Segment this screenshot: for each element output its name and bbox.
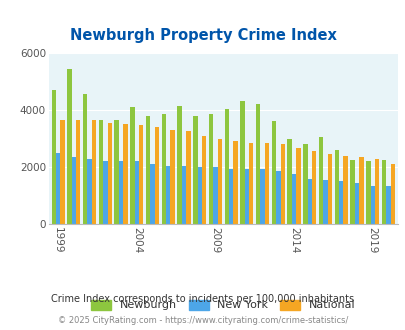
Bar <box>260 169 264 224</box>
Bar <box>145 116 150 224</box>
Bar <box>114 120 119 224</box>
Bar <box>103 161 107 224</box>
Bar <box>197 167 201 224</box>
Bar <box>119 161 123 224</box>
Bar <box>307 179 311 224</box>
Bar <box>381 160 385 224</box>
Bar <box>350 160 354 224</box>
Bar <box>224 109 228 224</box>
Text: Newburgh Property Crime Index: Newburgh Property Crime Index <box>69 28 336 43</box>
Bar <box>193 116 197 224</box>
Bar <box>150 164 154 224</box>
Bar <box>177 106 181 224</box>
Bar <box>343 156 347 224</box>
Bar <box>139 125 143 224</box>
Bar <box>51 90 56 224</box>
Bar <box>390 164 394 224</box>
Bar <box>67 69 72 224</box>
Bar <box>213 167 217 224</box>
Bar <box>296 148 300 224</box>
Bar <box>240 101 244 224</box>
Bar <box>76 120 80 224</box>
Bar <box>280 144 284 224</box>
Bar <box>256 104 260 224</box>
Bar <box>186 131 190 224</box>
Bar <box>291 174 296 224</box>
Bar <box>154 127 159 224</box>
Bar <box>338 182 343 224</box>
Bar <box>327 154 331 224</box>
Bar <box>264 143 269 224</box>
Bar <box>271 121 275 224</box>
Bar <box>228 169 233 224</box>
Bar <box>374 159 378 224</box>
Bar <box>287 139 291 224</box>
Text: Crime Index corresponds to incidents per 100,000 inhabitants: Crime Index corresponds to incidents per… <box>51 294 354 304</box>
Bar <box>233 142 237 224</box>
Bar <box>92 120 96 224</box>
Legend: Newburgh, New York, National: Newburgh, New York, National <box>87 295 359 315</box>
Bar <box>107 123 112 224</box>
Bar <box>249 143 253 224</box>
Bar <box>322 180 327 224</box>
Bar <box>303 144 307 224</box>
Bar <box>244 169 249 224</box>
Bar <box>311 150 315 224</box>
Bar <box>123 124 127 224</box>
Bar <box>56 153 60 224</box>
Bar <box>170 130 175 224</box>
Bar <box>334 150 338 224</box>
Bar <box>60 120 65 224</box>
Bar <box>72 157 76 224</box>
Bar <box>217 139 222 224</box>
Bar <box>98 120 103 224</box>
Bar <box>130 107 134 224</box>
Bar <box>161 114 166 224</box>
Bar <box>208 114 213 224</box>
Bar <box>365 161 370 224</box>
Bar <box>354 183 358 224</box>
Bar <box>370 186 374 224</box>
Bar <box>318 137 322 224</box>
Bar <box>201 136 206 224</box>
Text: © 2025 CityRating.com - https://www.cityrating.com/crime-statistics/: © 2025 CityRating.com - https://www.city… <box>58 315 347 325</box>
Bar <box>134 161 139 224</box>
Bar <box>87 159 92 224</box>
Bar <box>181 166 186 224</box>
Bar <box>385 186 390 224</box>
Bar <box>83 94 87 224</box>
Bar <box>275 172 280 224</box>
Bar <box>166 166 170 224</box>
Bar <box>358 157 363 224</box>
